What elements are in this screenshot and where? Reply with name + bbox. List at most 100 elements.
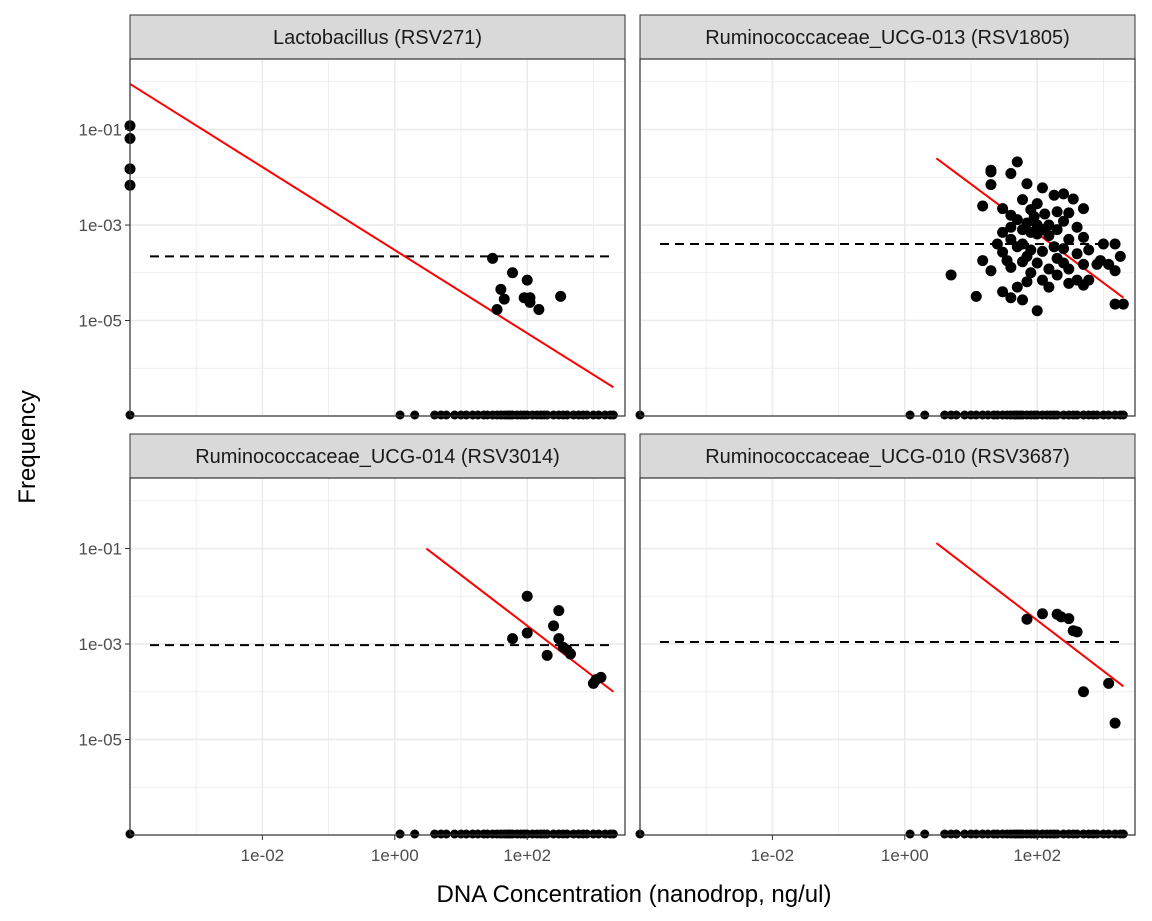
facet-strip-label: Lactobacillus (RSV271) — [273, 27, 482, 49]
zero-point — [461, 410, 471, 420]
data-point — [985, 179, 997, 191]
data-point — [553, 605, 565, 617]
data-point — [997, 203, 1009, 215]
plot-background — [640, 478, 1135, 835]
data-point — [548, 620, 560, 632]
zero-point — [905, 829, 915, 839]
zero-point — [562, 829, 572, 839]
panel-border — [639, 477, 1136, 836]
data-point — [1031, 257, 1043, 269]
zero-point — [450, 410, 460, 420]
facet-strip — [639, 14, 1136, 60]
data-point — [507, 633, 519, 645]
data-point — [1048, 189, 1060, 201]
data-point — [1063, 207, 1075, 219]
zero-point — [1118, 829, 1128, 839]
data-point — [997, 226, 1009, 238]
facet-strip-label: Ruminococcaceae_UCG-014 (RSV3014) — [195, 446, 560, 468]
zero-point — [940, 410, 950, 420]
data-point — [1058, 243, 1070, 255]
zero-point — [562, 410, 572, 420]
data-point — [1025, 267, 1037, 279]
data-point — [977, 255, 989, 267]
data-point — [1071, 248, 1083, 260]
zero-point — [582, 829, 592, 839]
data-point — [1063, 613, 1075, 625]
x-tick-label: 1e+02 — [1013, 846, 1061, 865]
data-point — [1005, 221, 1017, 233]
data-point — [1077, 686, 1089, 698]
zero-point — [608, 410, 618, 420]
data-point — [1031, 305, 1043, 317]
data-point — [487, 252, 499, 264]
data-point — [1036, 274, 1048, 286]
data-point — [1097, 238, 1109, 250]
data-point — [533, 304, 545, 316]
data-point — [970, 290, 982, 302]
data-point — [977, 200, 989, 212]
data-point — [1058, 215, 1070, 227]
data-point — [1051, 224, 1063, 236]
x-tick-label: 1e+00 — [371, 846, 419, 865]
data-point — [1043, 281, 1055, 293]
data-point — [553, 633, 565, 645]
zero-point — [1104, 829, 1114, 839]
facet-panels: Lactobacillus (RSV271)1e-011e-031e-05Rum… — [79, 14, 1136, 865]
x-tick-label: 1e+02 — [503, 846, 551, 865]
facet-strip-label: Ruminococcaceae_UCG-010 (RSV3687) — [705, 446, 1070, 468]
zero-point — [951, 829, 961, 839]
data-point — [521, 274, 533, 286]
zero-point — [450, 829, 460, 839]
data-point — [507, 267, 519, 279]
data-point — [1021, 613, 1033, 625]
zero-point — [1092, 410, 1102, 420]
data-point — [1109, 298, 1121, 310]
data-point — [1036, 608, 1048, 620]
zero-point — [1052, 410, 1062, 420]
data-point — [1043, 263, 1055, 275]
data-point — [1077, 231, 1089, 243]
data-point — [1063, 277, 1075, 289]
data-point — [1036, 245, 1048, 257]
plot-background — [640, 59, 1135, 416]
data-point — [541, 649, 553, 661]
y-tick-label: 1e-05 — [79, 731, 122, 750]
data-point — [595, 671, 607, 683]
zero-point — [430, 829, 440, 839]
data-point — [1114, 250, 1126, 262]
data-point — [1017, 294, 1029, 306]
facet-strip — [129, 14, 626, 60]
facet-panel: Lactobacillus (RSV271) 1e-01 1e-03 1e-05 — [79, 14, 626, 420]
y-tick-label: 1e-05 — [79, 312, 122, 331]
data-point — [997, 246, 1009, 258]
zero-point — [594, 410, 604, 420]
zero-point — [594, 829, 604, 839]
data-point — [1036, 182, 1048, 194]
data-point — [1028, 211, 1040, 223]
data-point — [1021, 178, 1033, 190]
y-tick-label: 1e-03 — [79, 216, 122, 235]
facet-strip-label: Ruminococcaceae_UCG-013 (RSV1805) — [705, 27, 1070, 49]
data-point — [991, 238, 1003, 250]
panel-border — [639, 58, 1136, 417]
y-tick-label: 1e-01 — [79, 540, 122, 559]
facet-panel: Ruminococcaceae_UCG-014 (RSV3014) 1e-01 1e… — [79, 433, 626, 865]
data-point — [1083, 244, 1095, 256]
data-point — [985, 265, 997, 277]
fit-line — [129, 83, 614, 389]
data-point — [564, 648, 576, 660]
data-point — [524, 296, 536, 308]
data-point — [521, 590, 533, 602]
data-point — [1077, 279, 1089, 291]
y-tick-label: 1e-01 — [79, 121, 122, 140]
data-point — [1039, 208, 1051, 220]
zero-point — [441, 829, 451, 839]
zero-point — [582, 410, 592, 420]
data-point — [1051, 206, 1063, 218]
zero-point — [1104, 410, 1114, 420]
data-point — [1005, 233, 1017, 245]
zero-point — [410, 829, 420, 839]
data-point — [1011, 281, 1023, 293]
data-point — [1117, 298, 1129, 310]
